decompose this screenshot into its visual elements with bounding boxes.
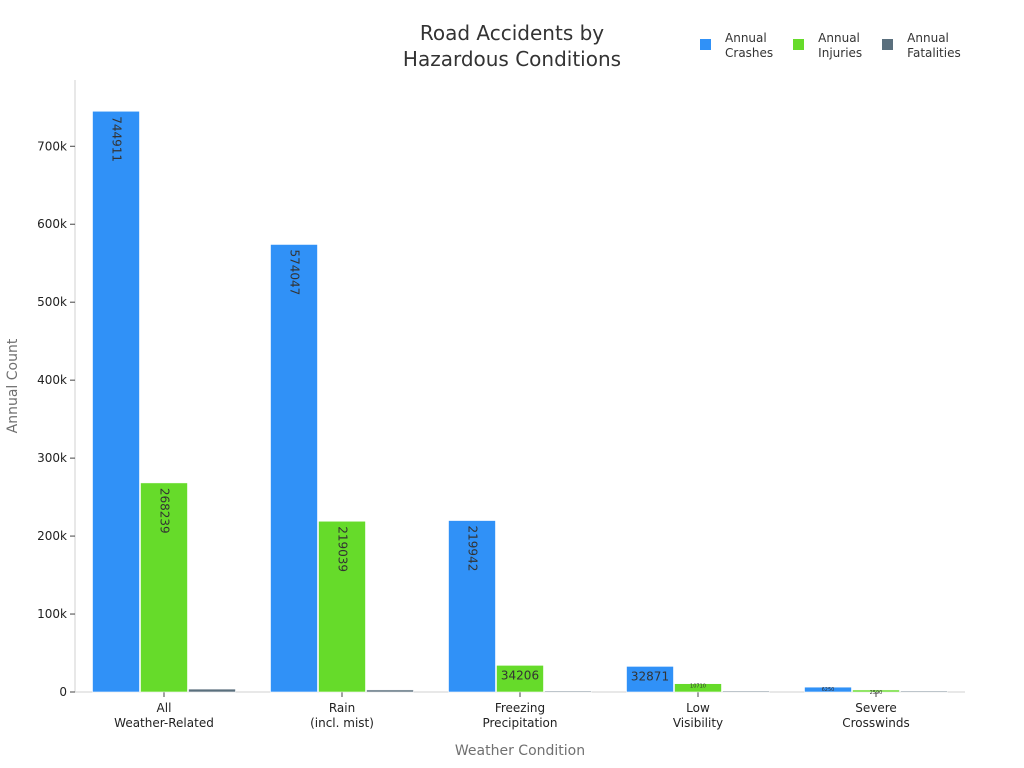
x-tick-label: Crosswinds [842,716,910,730]
bar[interactable] [804,686,852,693]
bar[interactable] [626,666,674,693]
y-axis-label: Annual Count [5,338,21,433]
bar-value-label: 34206 [501,668,539,682]
bar[interactable] [448,520,496,693]
legend-item-fatalities[interactable]: Annual Fatalities [882,31,961,61]
bar-value-label: 6250 [822,687,835,693]
y-tick-label: 200k [37,529,67,543]
y-tick-label: 400k [37,373,67,387]
legend-swatch-crashes [700,39,711,50]
bar[interactable] [270,244,318,693]
x-tick-label: Low [686,701,710,715]
legend-swatch-injuries [793,39,805,50]
chart-title: Road Accidents by Hazardous Conditions [402,21,622,71]
y-tick-label: 100k [37,607,67,621]
bar[interactable] [140,482,188,693]
x-tick-label: All [157,701,172,715]
bar-value-label: 268239 [158,488,172,534]
bar[interactable] [722,690,770,693]
bar-value-label: 10710 [690,684,706,690]
y-tick-label: 700k [37,139,67,153]
bar-value-label: 2590 [870,690,883,696]
bar-value-label: 219942 [466,526,480,572]
bar-labels: 744911 268239 574047 219039 219942 34206 32871… [110,116,883,696]
bar-value-label: 32871 [631,669,669,683]
bar-value-label: 574047 [288,249,302,295]
legend-swatch-fatalities [882,39,894,50]
legend-item-injuries[interactable]: Annual Injuries [793,31,862,61]
bar[interactable] [188,688,236,693]
bar[interactable] [900,690,948,693]
x-tick-label: (incl. mist) [310,716,374,730]
x-tick-label: Weather-Related [114,716,214,730]
bar[interactable] [366,689,414,693]
bar[interactable] [674,683,722,693]
x-axis-label: Weather Condition [455,743,585,759]
y-tick-label: 600k [37,217,67,231]
legend-label-fatalities: Annual Fatalities [907,31,961,60]
legend: Annual Crashes Annual Injuries Annual Fa… [700,31,981,61]
axes: 0 100k 200k 300k 400k 500k 600k 700k AllWeather-… [37,80,965,730]
x-tick-label: Rain [329,701,355,715]
bar[interactable] [318,520,366,693]
y-tick-label: 0 [59,685,67,699]
bar[interactable] [92,110,140,693]
x-tick-label: Visibility [673,716,723,730]
y-tick-label: 300k [37,451,67,465]
x-tick-label: Freezing [495,701,545,715]
bar-value-label: 744911 [110,116,124,162]
bar-value-label: 219039 [336,526,350,572]
legend-item-crashes[interactable]: Annual Crashes [700,31,773,61]
bar[interactable] [496,665,544,693]
x-tick-label: Precipitation [482,716,557,730]
bar[interactable] [544,690,592,693]
legend-label-crashes: Annual Crashes [725,31,774,60]
y-tick-label: 500k [37,295,67,309]
bars [92,110,948,693]
x-tick-label: Severe [855,701,897,715]
bar[interactable] [852,689,900,693]
legend-label-injuries: Annual Injuries [818,31,863,60]
